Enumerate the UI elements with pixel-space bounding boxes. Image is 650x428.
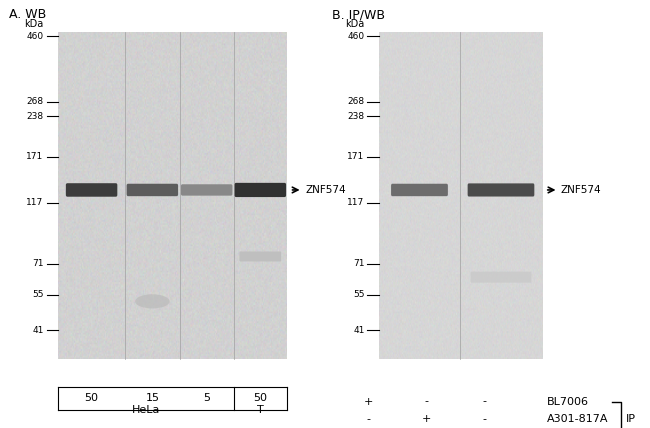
FancyBboxPatch shape	[239, 252, 281, 262]
Text: 268: 268	[27, 98, 44, 107]
Text: 460: 460	[27, 32, 44, 41]
Ellipse shape	[135, 294, 170, 309]
Text: kDa: kDa	[25, 18, 44, 29]
Text: A. WB: A. WB	[9, 9, 47, 21]
Text: +: +	[422, 414, 431, 424]
Text: 50: 50	[254, 393, 267, 403]
Text: 41: 41	[353, 326, 365, 335]
Text: 41: 41	[32, 326, 44, 335]
Text: B. IP/WB: B. IP/WB	[332, 9, 385, 21]
Text: T: T	[257, 405, 264, 415]
FancyBboxPatch shape	[127, 184, 178, 196]
FancyBboxPatch shape	[467, 183, 534, 196]
FancyBboxPatch shape	[181, 184, 233, 196]
FancyBboxPatch shape	[66, 183, 117, 197]
Text: 268: 268	[347, 98, 365, 107]
Text: 15: 15	[146, 393, 159, 403]
Text: 55: 55	[32, 290, 44, 299]
Text: -: -	[366, 414, 370, 424]
Text: 238: 238	[27, 112, 44, 121]
Text: -: -	[482, 396, 486, 407]
Text: 460: 460	[347, 32, 365, 41]
Text: 5: 5	[203, 393, 210, 403]
FancyBboxPatch shape	[471, 272, 531, 282]
Text: +: +	[363, 396, 373, 407]
Text: 50: 50	[84, 393, 99, 403]
Text: 171: 171	[347, 152, 365, 161]
FancyBboxPatch shape	[391, 184, 448, 196]
Text: BL7006: BL7006	[547, 396, 590, 407]
Text: 71: 71	[32, 259, 44, 268]
FancyBboxPatch shape	[235, 183, 286, 197]
Text: -: -	[482, 414, 486, 424]
Text: 238: 238	[347, 112, 365, 121]
Text: 55: 55	[353, 290, 365, 299]
Text: IP: IP	[627, 414, 636, 424]
Text: 71: 71	[353, 259, 365, 268]
Text: ZNF574: ZNF574	[561, 185, 601, 195]
Text: A301-817A: A301-817A	[547, 414, 609, 424]
Text: kDa: kDa	[345, 18, 365, 29]
Text: 117: 117	[27, 198, 44, 207]
Text: 117: 117	[347, 198, 365, 207]
Text: ZNF574: ZNF574	[306, 185, 346, 195]
Text: 171: 171	[27, 152, 44, 161]
Text: HeLa: HeLa	[132, 405, 160, 415]
Text: -: -	[424, 396, 428, 407]
